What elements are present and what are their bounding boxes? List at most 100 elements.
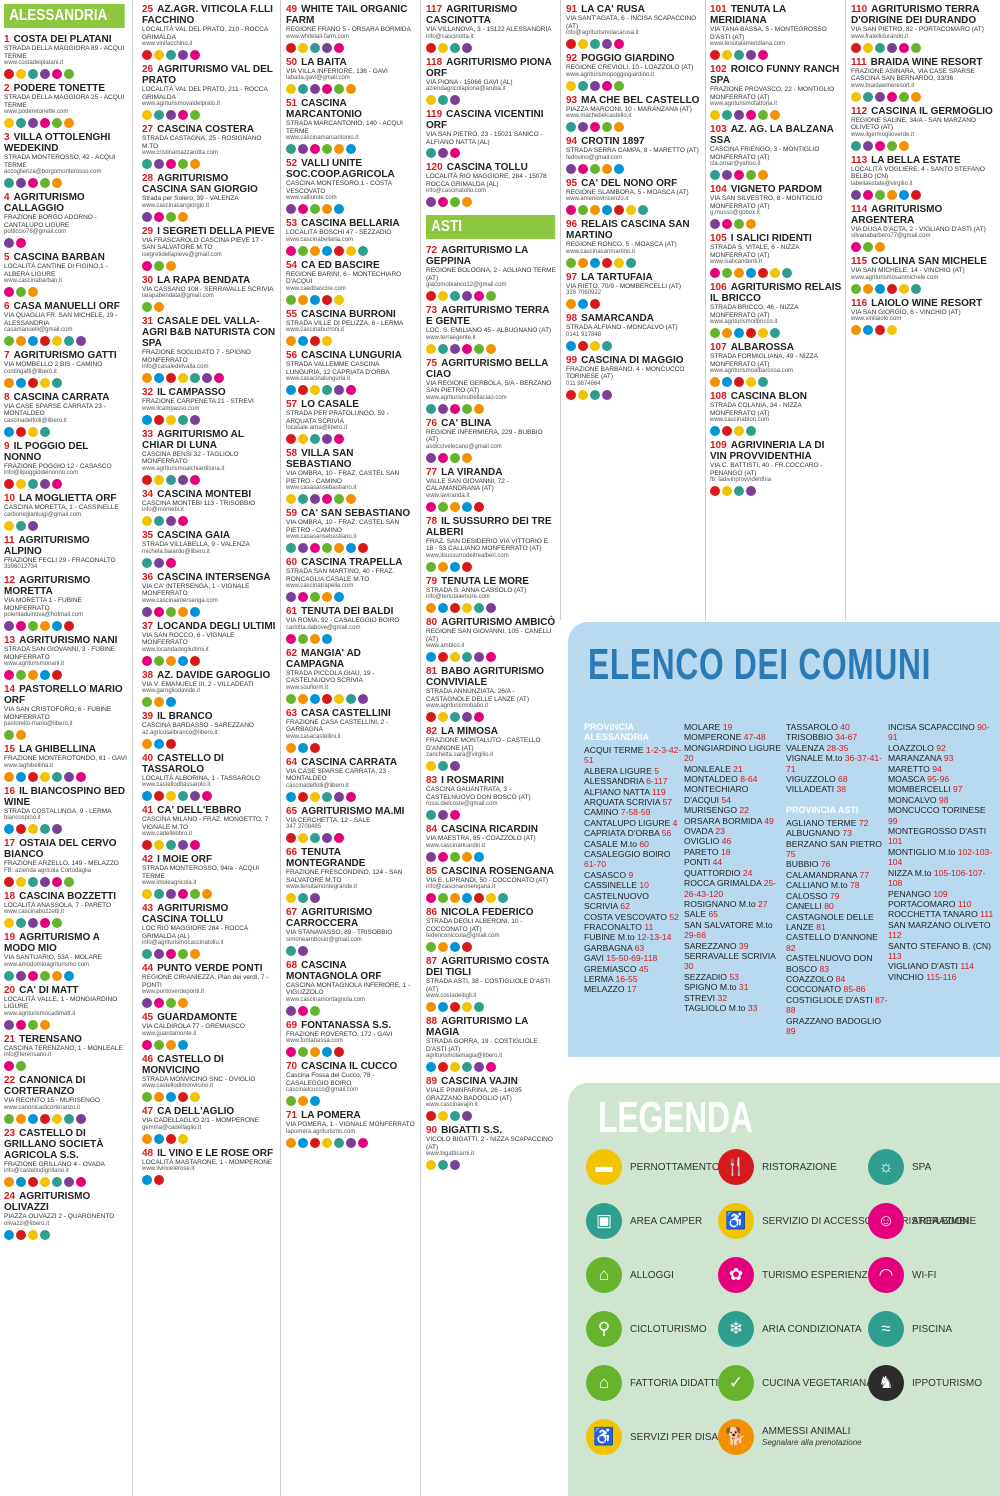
entry-contact[interactable]: cla.ornar@yahoo.it [710,161,761,167]
entry-contact[interactable]: www.agriturismoalbarossa.com [710,368,794,374]
entry-contact[interactable]: www.guardamonte.it [142,1030,197,1037]
entry-contact[interactable]: www.casasansebastiano.it [286,485,357,491]
entry-contact[interactable]: contingatti@libero.it [4,368,57,375]
entry-contact[interactable]: www.whitetail-farm.com [286,33,350,40]
entry-contact[interactable]: www.cascinatrapella.com [286,583,354,589]
entry-contact[interactable]: info@cascinatollu.com [426,188,487,194]
entry-contact[interactable]: www.cascinablon.com [710,417,770,423]
entry-contact[interactable]: info@casaledelvalla.com [142,364,209,370]
entry-contact[interactable]: www.caedbascire.com [286,285,346,292]
entry-contact[interactable]: simonearnbosio@gmail.com [286,936,362,943]
entry-contact[interactable]: www.agriturismopoggiogiardino.it [566,71,655,78]
entry-contact[interactable]: www.laviranda.it [426,492,470,499]
entry-contact[interactable]: polentaduinova@hotmail.com [4,612,84,618]
entry-contact[interactable]: federiconiccola@gmail.com [426,933,500,939]
entry-contact[interactable]: lapomera.agriturismo.com [286,1128,356,1135]
entry-contact[interactable]: potticcio76@gmail.com [4,229,67,235]
entry-contact[interactable]: carbonegianluigi@gmail.com [4,511,82,518]
entry-contact[interactable]: www.agriturismobellaciao.com [426,394,507,401]
entry-contact[interactable]: www.costadeiplatani.it [4,60,64,66]
entry-contact[interactable]: www.agriturismovaldelprato.it [142,101,221,107]
entry-contact[interactable]: rossi.dielcoste@gmail.com [426,801,498,807]
entry-contact[interactable]: info@ilpoggiodelnonno.com [4,470,79,476]
entry-contact[interactable]: www.agriturismofattoria.it [710,101,778,107]
entry-contact[interactable]: www.agriturismobabo.it [426,703,489,709]
entry-contact[interactable]: locasale.arna@libero.it [286,425,348,431]
entry-contact[interactable]: larapabendata@gmail.com [142,293,214,299]
entry-contact[interactable]: www.agriturismoalchiardiluna.it [142,465,225,472]
entry-contact[interactable]: www.braidawineresort.it [851,82,915,89]
entry-contact[interactable]: info@cascinarosengana.it [426,884,496,890]
entry-contact[interactable]: www.terraegente.it [426,334,476,341]
entry-contact[interactable]: www.cascinamontagnola.com [286,996,366,1003]
entry-contact[interactable]: FB: azienda agricola Cortodaglia [4,867,92,874]
entry-contact[interactable]: fedovino@gmail.com [566,154,623,161]
entry-contact[interactable]: info@cascinotta.it [426,33,474,40]
entry-contact[interactable]: www.castelloditassarolo.it [142,782,211,788]
entry-contact[interactable]: www.tenutamontegrande.it [286,884,358,890]
entry-contact[interactable]: www.fratellidurando.it [851,33,909,40]
entry-contact[interactable]: www.cascinabellaria.com [286,236,354,243]
entry-contact[interactable]: www.casasansebastiano.it [286,534,357,540]
entry-contact[interactable]: www.agriturismosanmichele.com [851,274,939,281]
entry-contact[interactable]: cascinadelfolli@libero.it [286,782,349,789]
entry-contact[interactable]: isegretidellapieve@gmail.com [142,251,222,258]
entry-contact[interactable]: www.agriturismonani.it [4,661,65,667]
entry-contact[interactable]: az.agricolailbranco@libero.it [142,729,218,736]
entry-contact[interactable]: silvanabarbero77@gmail.com [851,233,931,239]
entry-contact[interactable]: 011 9874664 [566,380,601,387]
entry-contact[interactable]: michela.baiardo@libero.it [142,548,210,555]
entry-contact[interactable]: carlotta.dabove@gmail.com [286,624,361,631]
entry-contact[interactable]: www.cascinavajin.it [426,1102,478,1108]
entry-contact[interactable]: info@tenutalemore.com [426,594,490,600]
entry-contact[interactable]: www.cascinasanmartino.it [566,248,636,255]
entry-contact[interactable]: www.poderetonette.com [4,109,69,115]
entry-contact[interactable]: olivazzi@libero.it [4,1220,50,1227]
entry-contact[interactable]: www.casacastellini.it [286,733,341,740]
entry-contact[interactable]: giacomobianco12@gmail.com [426,282,507,288]
entry-contact[interactable]: www.ilvinoelerose.it [142,1166,195,1172]
entry-contact[interactable]: www.tenutalameridiana.com [710,41,786,47]
entry-contact[interactable]: www.vinilaiolo.com [851,316,902,322]
entry-contact[interactable]: www.costadeitigli.it [426,993,477,999]
entry-contact[interactable]: www.amodomioagriturismo.com [4,961,90,968]
entry-contact[interactable]: www.bigatticarni.it [426,1151,475,1157]
entry-contact[interactable]: agriturismolamagia@libero.it [426,1053,503,1059]
entry-contact[interactable]: casamanuelli@gmail.com [4,327,73,333]
entry-contact[interactable]: www.cristinamazzarotta.com [142,150,219,156]
entry-contact[interactable]: info@agriturismocascinatollu.it [142,940,224,946]
entry-contact[interactable]: info@terensano.it [4,1052,52,1058]
entry-contact[interactable]: www.isalicaridenti.it [710,259,763,265]
entry-contact[interactable]: www.machebelcastello.it [566,113,632,119]
entry-contact[interactable]: www.ilcampasso.com [142,405,200,412]
entry-contact[interactable]: gemma@cadellaglio.it [142,1124,202,1131]
entry-contact[interactable]: www.agriturismoilbricco.it [710,319,778,325]
entry-contact[interactable]: info@agriturismolacarusa.it [566,30,639,36]
entry-contact[interactable]: labaita.gavi@gmail.com [286,75,350,81]
entry-contact[interactable]: www.cascinaburroni.it [286,327,345,333]
entry-contact[interactable]: biancospino.it [4,815,41,821]
entry-contact[interactable]: www.ameniovincenzo.it [566,196,629,202]
entry-contact[interactable]: www.garogliodavide.it [142,688,201,694]
entry-contact[interactable]: www.cascinabozzetti.it [4,909,65,915]
entry-contact[interactable]: www.canonicadicorteranzo.it [4,1104,81,1111]
entry-contact[interactable]: info@castellodigrillano.it [4,1168,69,1174]
entry-contact[interactable]: www.ambico.it [426,643,465,649]
entry-contact[interactable]: labellaestate@virgilio.it [851,180,913,187]
entry-contact[interactable]: fb: ladivinprovvidenthia [710,477,772,483]
entry-contact[interactable]: www.locandadegliultimi.it [142,646,209,653]
entry-contact[interactable]: asdiccivelecano@gmail.com [426,443,502,450]
entry-contact[interactable]: cascinailcucco@gmail.com [286,1087,359,1093]
entry-contact[interactable]: www.ilsussurrodeitrealberi.com [426,552,509,559]
entry-contact[interactable]: www.cascinamarcantonio.it [286,135,359,141]
entry-contact[interactable]: www.imoieagricola.it [142,880,197,886]
entry-contact[interactable]: zanchetta.sara@virgilio.it [426,752,494,758]
entry-contact[interactable]: www.cascinabarban.it [4,278,63,284]
entry-contact[interactable]: www.valliunite.com [286,195,337,201]
entry-contact[interactable]: www.fontanassa.com [286,1038,343,1044]
entry-contact[interactable]: www.agriturismocadimatt.it [4,1010,76,1017]
entry-contact[interactable]: www.cascinasangiorgio.it [142,202,210,209]
entry-contact[interactable]: 347 3708485 [286,824,322,830]
entry-contact[interactable]: www.castellodimonvicino.it [142,1083,214,1089]
entry-contact[interactable]: www.cascinaintersenga.com [142,597,218,604]
